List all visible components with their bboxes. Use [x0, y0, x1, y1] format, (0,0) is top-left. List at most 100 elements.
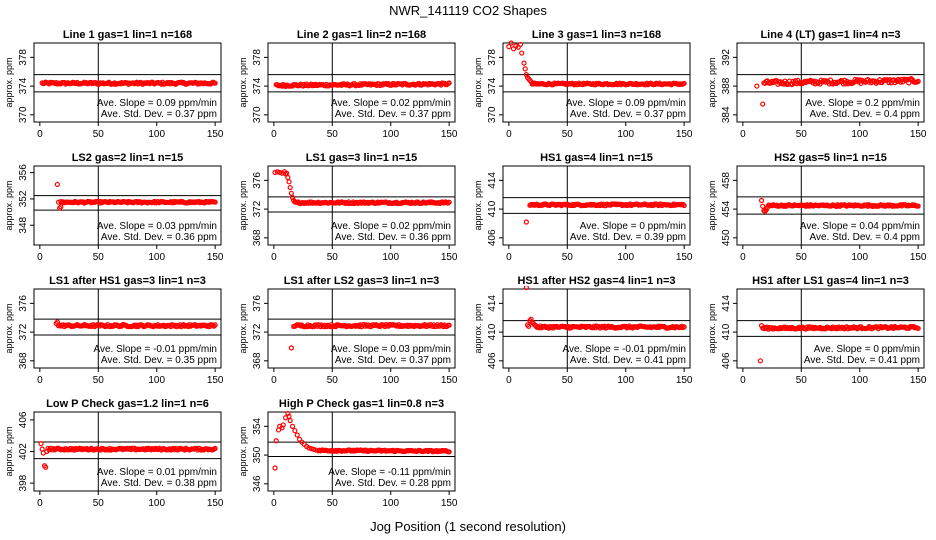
data-point: [306, 445, 312, 451]
panel-7: HS1 gas=4 lin=1 n=15 0 50 100 150 406 410 414 ap…: [473, 152, 693, 263]
x-tick-label: 100: [148, 129, 165, 140]
panel-3: Line 3 gas=1 lin=3 n=168 0 50 100 150 370 374 3…: [473, 29, 693, 140]
x-tick-label: 150: [207, 129, 224, 140]
data-point: [273, 438, 279, 444]
data-point: [285, 410, 291, 417]
slope-annotation: Ave. Slope = -0.01 ppm/min: [94, 344, 218, 355]
y-tick-label: 414: [487, 295, 498, 312]
x-tick-label: 50: [796, 129, 808, 140]
y-tick-label: 398: [18, 474, 29, 491]
x-tick-label: 50: [93, 129, 105, 140]
panel-title: HS2 gas=5 lin=1 n=15: [774, 152, 887, 164]
data-points: [758, 197, 921, 214]
data-points: [757, 323, 921, 364]
y-axis-label: approx. ppm: [238, 180, 248, 230]
std-annotation: Ave. Std. Dev. = 0.37 ppm: [570, 109, 686, 120]
std-annotation: Ave. Std. Dev. = 0.39 ppm: [570, 232, 686, 243]
x-tick-label: 150: [910, 375, 927, 386]
data-point: [212, 199, 218, 205]
plot-frame: [33, 165, 222, 246]
x-tick-label: 100: [382, 375, 399, 386]
panel-6: LS1 gas=3 lin=1 n=15 0 50 100 150 368 372 376 ap…: [238, 152, 458, 263]
x-tick-label: 0: [37, 498, 43, 509]
panel-title: High P Check gas=1 lin=0.8 n=3: [279, 398, 444, 410]
x-tick-label: 100: [148, 498, 165, 509]
y-axis-label: approx. ppm: [238, 303, 248, 353]
data-point: [886, 80, 892, 86]
data-point: [38, 441, 44, 447]
data-point: [212, 322, 218, 328]
data-point: [523, 71, 529, 78]
y-tick-label: 372: [252, 200, 263, 217]
panel-title: LS1 after LS2 gas=3 lin=1 n=3: [284, 275, 440, 287]
x-tick-label: 100: [851, 375, 868, 386]
x-tick-label: 100: [148, 375, 165, 386]
data-points: [506, 40, 687, 88]
plot-frame: [502, 288, 691, 369]
slope-annotation: Ave. Slope = 0.09 ppm/min: [97, 98, 217, 109]
y-axis-label: approx. ppm: [4, 180, 14, 230]
y-tick-label: 356: [18, 164, 29, 181]
data-points: [39, 79, 218, 87]
y-tick-label: 410: [721, 323, 732, 340]
y-tick-label: 378: [252, 49, 263, 66]
data-point: [760, 203, 766, 209]
data-point: [446, 322, 452, 328]
data-point: [517, 41, 524, 48]
x-tick-label: 50: [796, 252, 808, 263]
x-tick-label: 0: [271, 375, 277, 386]
data-point: [526, 323, 532, 329]
x-tick-label: 50: [327, 498, 339, 509]
x-tick-label: 0: [271, 498, 277, 509]
data-points: [38, 441, 218, 470]
panel-title: LS1 gas=3 lin=1 n=15: [306, 152, 418, 164]
y-tick-label: 410: [487, 200, 498, 217]
panel-5: LS2 gas=2 lin=1 n=15 0 50 100 150 348 352 356 ap…: [4, 152, 224, 263]
data-point: [757, 358, 763, 364]
data-point: [212, 80, 218, 86]
x-tick-label: 100: [851, 129, 868, 140]
data-point: [681, 324, 687, 330]
data-point: [795, 77, 801, 84]
data-point: [791, 80, 797, 86]
x-tick-label: 100: [617, 252, 634, 263]
y-tick-label: 352: [18, 190, 29, 207]
std-annotation: Ave. Std. Dev. = 0.37 ppm: [101, 109, 217, 120]
x-tick-label: 50: [562, 129, 574, 140]
x-tick-label: 150: [676, 375, 693, 386]
x-tick-label: 150: [441, 375, 458, 386]
data-point: [915, 78, 921, 84]
panel-1: Line 1 gas=1 lin=1 n=168 0 50 100 150 370 374 3…: [4, 29, 224, 140]
data-point: [310, 446, 317, 452]
std-annotation: Ave. Std. Dev. = 0.38 ppm: [101, 478, 217, 489]
plot-frame: [267, 165, 456, 246]
data-point: [446, 449, 452, 455]
y-tick-label: 406: [721, 352, 732, 369]
x-tick-label: 0: [506, 129, 512, 140]
x-tick-label: 100: [617, 129, 634, 140]
data-point: [292, 428, 298, 434]
std-annotation: Ave. Std. Dev. = 0.36 ppm: [335, 232, 451, 243]
y-axis-label: approx. ppm: [238, 57, 248, 107]
plot-frame: [267, 411, 456, 492]
std-annotation: Ave. Std. Dev. = 0.36 ppm: [101, 232, 217, 243]
data-points: [288, 321, 452, 351]
data-points: [54, 181, 218, 211]
x-tick-label: 150: [441, 129, 458, 140]
slope-annotation: Ave. Slope = -0.11 ppm/min: [328, 467, 451, 478]
data-points: [272, 169, 452, 207]
plot-frame: [267, 42, 456, 123]
panel-14: High P Check gas=1 lin=0.8 n=3 0 50 100 150 3…: [238, 398, 458, 509]
panel-10: LS1 after LS2 gas=3 lin=1 n=3 0 50 100 150 36…: [238, 275, 458, 386]
panel-title: Line 1 gas=1 lin=1 n=168: [63, 29, 192, 41]
figure-title: NWR_141119 CO2 Shapes: [389, 3, 547, 18]
x-tick-label: 0: [271, 129, 277, 140]
data-point: [758, 197, 765, 204]
panels-grid: Line 1 gas=1 lin=1 n=168 0 50 100 150 370 374 3…: [4, 29, 927, 509]
y-tick-label: 406: [487, 229, 498, 246]
panel-4: Line 4 (LT) gas=1 lin=4 n=3 0 50 100 150 384 3…: [707, 29, 927, 140]
panel-title: HS1 after HS2 gas=4 lin=1 n=3: [517, 275, 675, 287]
data-point: [915, 325, 921, 332]
y-tick-label: 368: [18, 352, 29, 369]
